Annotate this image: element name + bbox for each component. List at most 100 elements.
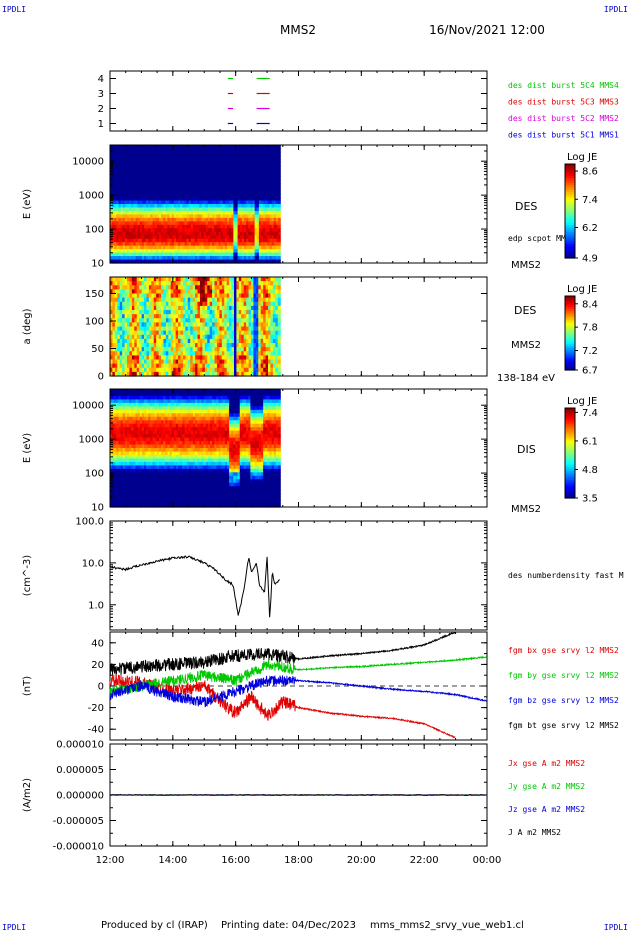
spectrogram-cell (231, 351, 235, 356)
spectrogram-cell (168, 322, 172, 328)
spectrogram-cell (120, 214, 124, 219)
spectrogram-cell (192, 224, 196, 229)
spectrogram-cell (180, 293, 184, 299)
spectrogram-cell (250, 204, 254, 209)
spectrogram-cell (214, 193, 217, 198)
spectrogram-cell (163, 367, 167, 373)
spectrogram-cell (229, 228, 232, 233)
spectrogram-cell (173, 204, 177, 209)
spectrogram-cell (214, 228, 217, 233)
spectrogram-cell (131, 326, 135, 332)
spectrogram-cell (207, 165, 211, 170)
colorbar-segment (565, 362, 575, 366)
spectrogram-cell (188, 231, 192, 236)
spectrogram-cell (131, 186, 134, 191)
spectrogram-cell (124, 214, 128, 219)
spectrogram-cell (205, 242, 209, 247)
spectrogram-cell (144, 172, 147, 177)
spectrogram-cell (192, 197, 196, 202)
spectrogram-cell (127, 179, 130, 184)
spectrogram-cell (195, 221, 198, 226)
spectrogram-cell (127, 318, 131, 323)
spectrogram-cell (116, 441, 120, 446)
spectrogram-cell (267, 172, 271, 177)
colorbar-segment (565, 327, 575, 330)
spectrogram-cell (212, 310, 216, 315)
spectrogram-cell (165, 165, 169, 170)
spectrogram-cell (190, 169, 194, 174)
spectrogram-cell (117, 343, 121, 348)
spectrogram-cell (195, 277, 199, 282)
spectrogram-cell (175, 165, 179, 170)
spectrogram-cell (197, 151, 200, 157)
spectrogram-cell (203, 169, 207, 174)
spectrogram-cell (141, 256, 145, 261)
spectrogram-cell (186, 148, 190, 153)
spectrogram-cell (110, 221, 113, 226)
spectrogram-cell (237, 155, 241, 160)
spectrogram-cell (190, 228, 194, 233)
spectrogram-cell (273, 207, 277, 212)
spectrogram-cell (231, 217, 234, 222)
spectrogram-cell (239, 228, 243, 233)
spectrogram-cell (235, 217, 239, 222)
spectrogram-cell (144, 359, 148, 365)
spectrogram-cell (129, 330, 133, 336)
spectrogram-cell (175, 231, 179, 236)
spectrogram-cell (139, 231, 143, 236)
spectrogram-cell (261, 210, 264, 216)
spectrogram-cell (248, 249, 251, 254)
spectrogram-cell (252, 217, 256, 222)
spectrogram-cell (165, 285, 169, 290)
spectrogram-cell (139, 371, 143, 377)
spectrogram-cell (251, 334, 255, 340)
spectrogram-cell (178, 235, 181, 240)
spectrogram-cell (139, 285, 143, 290)
spectrogram-cell (190, 252, 194, 257)
spectrogram-cell (173, 281, 177, 286)
spectrogram-cell (156, 172, 160, 177)
spectrogram-cell (112, 406, 115, 411)
spectrogram-cell (148, 252, 152, 257)
spectrogram-cell (231, 326, 235, 332)
spectrogram-cell (178, 330, 182, 336)
spectrogram-cell (238, 289, 242, 295)
spectrogram-cell (229, 145, 232, 150)
colorbar-segment (565, 307, 575, 310)
spectrogram-cell (137, 214, 141, 219)
spectrogram-cell (188, 207, 192, 212)
spectrogram-cell (146, 193, 149, 198)
des-pitch-panel-colorbar-title: Log JE (567, 284, 597, 295)
spectrogram-cell (197, 186, 200, 191)
colorbar-segment (565, 357, 575, 360)
spectrogram-cell (187, 326, 191, 332)
spectrogram-cell (114, 493, 117, 498)
spectrogram-cell (278, 193, 281, 198)
colorbar-segment (565, 241, 575, 245)
spectrogram-cell (199, 310, 203, 315)
spectrogram-cell (202, 289, 206, 295)
spectrogram-cell (195, 162, 198, 167)
spectrogram-cell (161, 162, 164, 167)
spectrogram-cell (146, 172, 149, 177)
spectrogram-cell (199, 252, 203, 257)
spectrogram-cell (175, 193, 179, 198)
spectrogram-cell (161, 281, 165, 286)
spectrogram-cell (139, 162, 143, 167)
spectrogram-cell (197, 347, 201, 352)
spectrogram-cell (151, 338, 155, 344)
spectrogram-cell (167, 165, 171, 170)
colorbar-segment (565, 310, 575, 314)
spectrogram-cell (229, 217, 232, 222)
spectrogram-cell (114, 454, 117, 460)
spectrogram-cell (209, 245, 213, 250)
spectrogram-cell (131, 197, 134, 202)
spectrogram-cell (272, 301, 276, 307)
spectrogram-cell (135, 221, 139, 226)
spectrogram-cell (161, 318, 165, 323)
spectrogram-cell (271, 162, 275, 167)
spectrogram-cell (118, 503, 122, 508)
spectrogram-cell (226, 231, 230, 236)
spectrogram-cell (180, 367, 184, 373)
spectrogram-cell (124, 169, 128, 174)
